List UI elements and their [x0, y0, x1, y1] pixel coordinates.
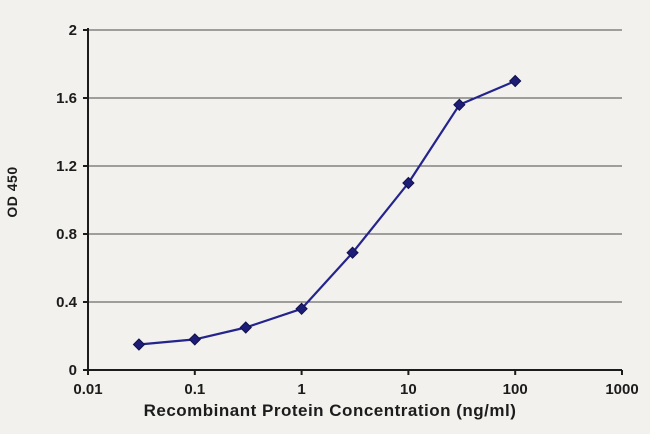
y-tick-label: 0.4	[56, 294, 78, 311]
x-tick-label: 0.1	[184, 381, 205, 398]
x-tick-label: 10	[400, 381, 417, 398]
y-axis-title: OD 450	[4, 166, 20, 217]
y-tick-label: 2	[69, 22, 77, 39]
data-point-marker	[453, 98, 466, 112]
y-tick-label: 0	[69, 362, 77, 379]
data-point-marker	[295, 302, 308, 316]
data-series-layer	[132, 74, 522, 351]
x-axis-title: Recombinant Protein Concentration (ng/ml…	[144, 401, 517, 420]
axis-layer	[83, 28, 623, 375]
y-tick-label: 1.2	[56, 158, 77, 175]
data-point-marker	[188, 333, 202, 346]
data-point-marker	[239, 321, 252, 334]
data-point-marker	[346, 246, 359, 259]
tick-label-layer: 0 0.4 0.8 1.2 1.6 2 0.01 0.1 1 10 100 1000	[56, 22, 639, 398]
x-tick-label: 0.01	[73, 381, 102, 398]
x-tick-label: 100	[503, 381, 528, 398]
y-tick-label: 1.6	[56, 90, 77, 107]
x-tick-label: 1	[297, 381, 305, 398]
data-point-marker	[132, 338, 146, 351]
gridline-layer	[88, 29, 622, 303]
data-point-marker	[508, 74, 522, 88]
x-tick-label: 1000	[605, 381, 638, 398]
y-tick-label: 0.8	[56, 226, 77, 243]
data-line	[137, 79, 517, 346]
data-point-marker	[402, 176, 415, 190]
